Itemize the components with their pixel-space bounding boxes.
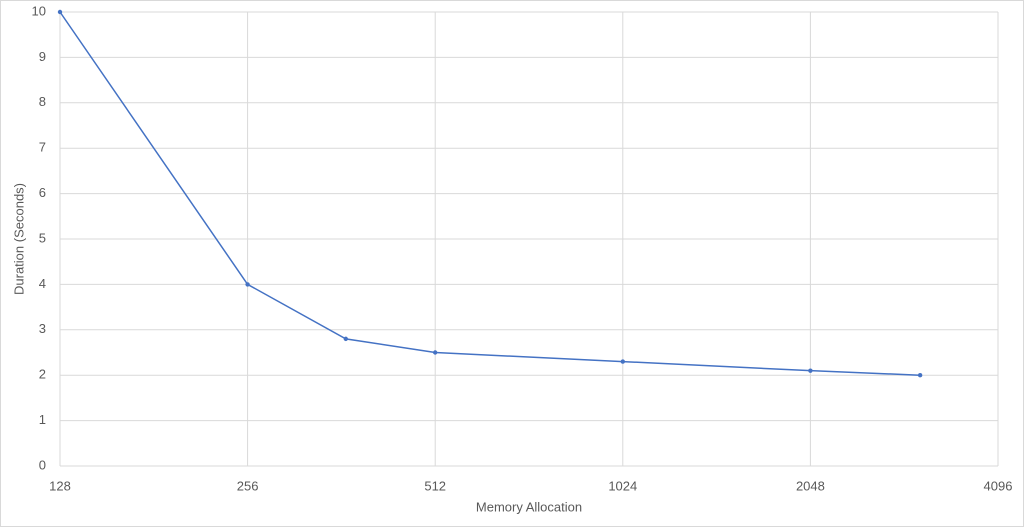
x-tick-label: 4096	[984, 478, 1013, 493]
point	[917, 373, 923, 378]
y-tick-label: 7	[39, 140, 46, 155]
x-axis-label: Memory Allocation	[476, 499, 582, 514]
point	[620, 359, 625, 364]
x-tick-label: 512	[424, 478, 446, 493]
x-tick-label: 128	[49, 478, 71, 493]
y-tick-label: 6	[39, 185, 46, 200]
y-tick-label: 3	[39, 321, 46, 336]
y-tick-label: 8	[39, 94, 46, 109]
y-tick-label: 9	[39, 49, 46, 64]
y-tick-label: 1	[39, 412, 46, 427]
point	[343, 336, 349, 342]
x-tick-label: 1024	[608, 478, 637, 493]
y-tick-label: 2	[39, 367, 46, 382]
point	[433, 350, 438, 355]
x-tick-label: 2048	[796, 478, 825, 493]
y-tick-label: 5	[39, 230, 46, 245]
y-tick-label: 4	[39, 276, 46, 291]
point	[57, 9, 63, 15]
point	[808, 368, 813, 373]
point	[245, 282, 250, 287]
y-tick-label: 10	[32, 3, 46, 18]
y-tick-label: 0	[39, 457, 46, 472]
x-tick-label: 256	[237, 478, 259, 493]
y-axis-label: Duration (Seconds)	[11, 183, 26, 295]
